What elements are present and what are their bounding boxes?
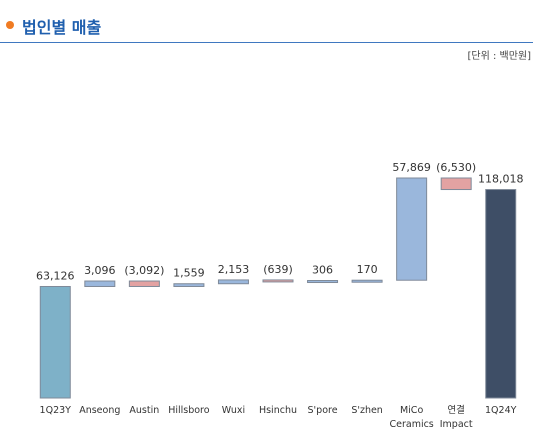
x-tick-label: MiCo Ceramics bbox=[389, 405, 434, 430]
bar bbox=[485, 189, 517, 399]
x-tick-label: Wuxi bbox=[221, 405, 246, 416]
bar bbox=[217, 279, 249, 285]
unit-label: [단위 : 백만원] bbox=[467, 51, 531, 62]
x-tick-label: Hsinchu bbox=[258, 405, 297, 416]
title: 법인별 매출 bbox=[22, 18, 102, 37]
value-label: (6,530) bbox=[436, 161, 476, 174]
value-label: 3,096 bbox=[84, 264, 116, 277]
x-tick-label: Anseong bbox=[79, 405, 121, 416]
x-tick-label: Austin bbox=[129, 405, 160, 416]
x-tick-label: S'zhen bbox=[351, 405, 383, 416]
x-tick-label: 1Q24Y bbox=[485, 405, 517, 416]
value-label: 306 bbox=[312, 264, 333, 277]
bar bbox=[262, 279, 294, 283]
bar bbox=[396, 177, 428, 281]
bar bbox=[173, 283, 205, 287]
title-rule bbox=[0, 42, 533, 43]
x-tick-label: S'pore bbox=[307, 405, 338, 416]
value-label: 1,559 bbox=[173, 267, 205, 280]
value-label: 170 bbox=[357, 263, 378, 276]
value-label: 2,153 bbox=[218, 263, 250, 276]
bar bbox=[440, 177, 472, 191]
bar bbox=[351, 279, 383, 283]
x-tick-label: 연결 Impact bbox=[439, 405, 473, 430]
bullet bbox=[6, 21, 14, 29]
x-tick-label: 1Q23Y bbox=[39, 405, 71, 416]
bar bbox=[84, 280, 116, 287]
value-label: 118,018 bbox=[478, 173, 524, 186]
bar bbox=[39, 285, 71, 399]
x-tick-label: Hillsboro bbox=[168, 405, 210, 416]
value-label: (3,092) bbox=[124, 264, 164, 277]
bar bbox=[128, 280, 160, 287]
bar bbox=[307, 280, 339, 284]
value-label: (639) bbox=[263, 263, 293, 276]
value-label: 57,869 bbox=[392, 161, 431, 174]
value-label: 63,126 bbox=[36, 269, 75, 282]
